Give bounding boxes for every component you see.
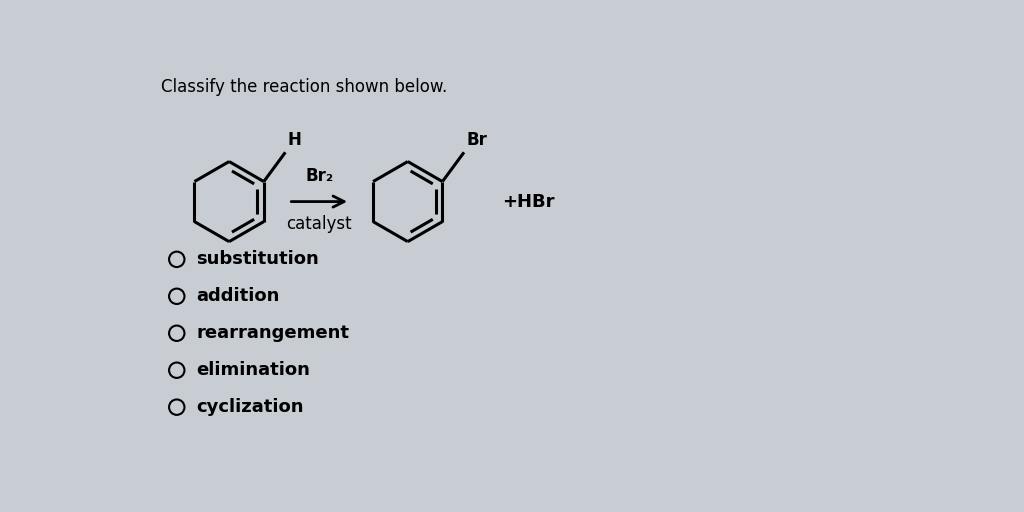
- Text: Br₂: Br₂: [305, 166, 333, 185]
- Text: Classify the reaction shown below.: Classify the reaction shown below.: [162, 78, 447, 96]
- Text: elimination: elimination: [196, 361, 310, 379]
- Text: H: H: [288, 131, 301, 149]
- Text: Br: Br: [466, 131, 487, 149]
- Text: substitution: substitution: [196, 250, 318, 268]
- Text: cyclization: cyclization: [196, 398, 303, 416]
- Text: catalyst: catalyst: [287, 216, 352, 233]
- Text: rearrangement: rearrangement: [196, 324, 349, 342]
- Text: +HBr: +HBr: [502, 193, 554, 210]
- Text: addition: addition: [196, 287, 280, 305]
